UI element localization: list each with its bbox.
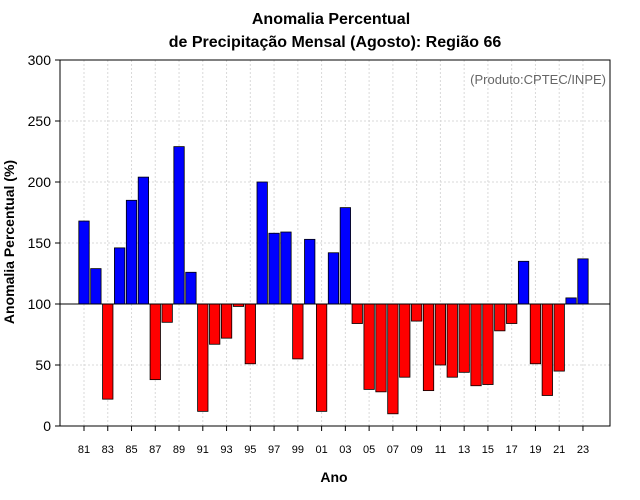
bar-99 — [292, 303, 304, 360]
x-tick-label: 05 — [363, 444, 375, 456]
bar-96 — [256, 181, 268, 305]
credit-label: (Produto:CPTEC/INPE) — [470, 72, 606, 87]
x-tick-label: 97 — [268, 444, 280, 456]
bar-12 — [446, 303, 458, 378]
bar-86 — [137, 176, 149, 305]
bar-10 — [422, 303, 435, 392]
bar-09 — [411, 303, 423, 322]
x-tick-label: 21 — [553, 444, 565, 456]
bar-13 — [458, 303, 470, 373]
bar-15 — [482, 303, 494, 385]
bar-06 — [375, 303, 387, 393]
y-tick-label: 100 — [28, 296, 52, 312]
bar-11 — [434, 303, 447, 366]
x-tick-label: 85 — [125, 444, 137, 456]
y-axis: 0 50 100 150 200 250 300 — [28, 52, 60, 434]
bar-89 — [173, 146, 185, 305]
y-tick-label: 250 — [28, 113, 52, 129]
bar-83 — [102, 303, 114, 400]
bar-92 — [209, 303, 221, 345]
bar-04 — [351, 303, 363, 324]
bar-01 — [315, 303, 328, 412]
x-tick-label: 09 — [411, 444, 423, 456]
chart-title-line2: de Precipitação Mensal (Agosto): Região … — [169, 34, 502, 51]
x-tick-label: 03 — [339, 444, 351, 456]
bar-00 — [304, 238, 316, 305]
bar-93 — [220, 303, 233, 339]
x-tick-label: 81 — [78, 444, 90, 456]
bar-90 — [185, 271, 197, 305]
y-tick-label: 200 — [28, 174, 52, 190]
x-axis-label: Ano — [320, 469, 347, 485]
y-tick-label: 150 — [28, 235, 52, 251]
bar-05 — [363, 303, 375, 390]
x-tick-label: 19 — [529, 444, 541, 456]
x-tick-label: 11 — [435, 444, 446, 456]
x-tick-label: 95 — [244, 444, 256, 456]
bar-82 — [90, 268, 102, 305]
bar-21 — [553, 303, 565, 372]
y-tick-label: 50 — [35, 357, 51, 373]
bar-17 — [506, 303, 518, 324]
bar-07 — [387, 303, 399, 415]
x-tick-label: 89 — [173, 444, 185, 456]
bar-16 — [494, 303, 506, 332]
bar-91 — [197, 303, 209, 412]
bar-18 — [517, 260, 530, 305]
bar-98 — [280, 231, 292, 305]
bar-85 — [125, 199, 138, 305]
bar-87 — [149, 303, 161, 381]
bar-95 — [244, 303, 256, 365]
chart-title-line1: Anomalia Percentual — [252, 11, 410, 28]
x-axis: 81 83 85 87 89 91 93 95 97 99 01 03 05 07 09 11 13 15 17 19… — [78, 426, 589, 456]
x-tick-label: 99 — [292, 444, 304, 456]
bar-14 — [470, 303, 482, 387]
bar-08 — [399, 303, 411, 378]
bar-20 — [541, 303, 553, 396]
x-tick-label: 93 — [220, 444, 232, 456]
bar-84 — [114, 247, 126, 305]
x-tick-label: 23 — [577, 444, 589, 456]
x-tick-label: 17 — [506, 444, 518, 456]
bar-88 — [161, 303, 173, 323]
bar-19 — [529, 303, 542, 365]
x-tick-label: 87 — [149, 444, 161, 456]
bar-97 — [268, 232, 280, 305]
y-axis-label: Anomalia Percentual (%) — [1, 160, 17, 324]
bar-23 — [577, 258, 589, 305]
x-tick-label: 01 — [315, 444, 327, 456]
y-tick-label: 0 — [43, 418, 51, 434]
x-tick-label: 13 — [458, 444, 470, 456]
x-tick-label: 83 — [102, 444, 114, 456]
bar-22 — [565, 297, 577, 305]
bar-02 — [327, 252, 340, 305]
bar-81 — [78, 220, 90, 305]
x-tick-label: 15 — [482, 444, 494, 456]
x-tick-label: 91 — [197, 444, 209, 456]
x-tick-label: 07 — [387, 444, 399, 456]
bar-03 — [339, 207, 351, 305]
y-tick-label: 300 — [28, 52, 52, 68]
